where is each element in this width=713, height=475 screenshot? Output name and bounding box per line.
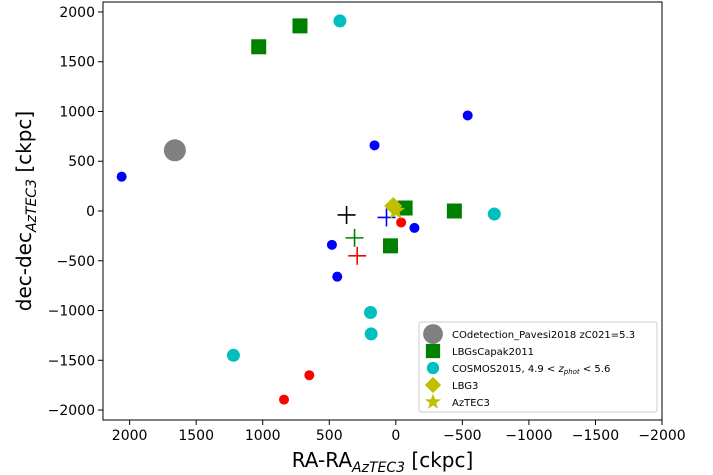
y-axis-label-unit-text: [ckpc] xyxy=(12,111,36,173)
marker-dot xyxy=(396,217,407,228)
x-tick-label: −1500 xyxy=(572,428,619,444)
marker-dot xyxy=(369,140,380,151)
marker-star xyxy=(424,393,442,409)
legend-entry-cosmos: COSMOS2015, 4.9 < zphot < 5.6 xyxy=(452,364,610,376)
marker-plus xyxy=(377,208,396,227)
legend-cosmos-z: z xyxy=(558,364,565,375)
marker-square xyxy=(292,18,308,34)
x-tick-label: 0 xyxy=(391,428,400,444)
plot-area xyxy=(116,14,501,405)
legend-cosmos-suffix: < 5.6 xyxy=(583,364,610,375)
marker-plus xyxy=(345,228,364,247)
x-axis-label-main: RA-RA xyxy=(292,448,353,472)
marker-circle xyxy=(226,348,240,362)
marker-square xyxy=(251,39,267,55)
marker-circle xyxy=(426,361,440,375)
x-tick-label: −2000 xyxy=(638,428,685,444)
marker-star xyxy=(386,201,406,220)
marker-plus xyxy=(348,246,367,265)
marker-dot xyxy=(326,239,337,250)
marker-large-circle xyxy=(163,139,186,162)
legend-cosmos-sub: phot xyxy=(563,368,580,376)
legend-entry-lbg-capak: LBGsCapak2011 xyxy=(452,347,534,358)
y-tick-label: 500 xyxy=(68,154,95,170)
marker-diamond xyxy=(424,376,442,394)
y-tick-label: 1500 xyxy=(59,55,95,71)
y-axis-label-sub: AzTEC3 xyxy=(24,179,40,233)
marker-dot xyxy=(304,370,315,381)
x-tick-label: −1000 xyxy=(505,428,552,444)
y-tick-label: 2000 xyxy=(59,5,95,21)
legend-symbols xyxy=(423,324,443,409)
x-axis-label: RA-RAAzTEC3 [ckpc] xyxy=(292,448,474,475)
marker-square xyxy=(425,343,441,359)
y-tick-label: 0 xyxy=(86,204,95,220)
y-axis-label: dec-decAzTEC3 [ckpc] xyxy=(12,111,40,311)
marker-square xyxy=(446,203,462,219)
marker-square xyxy=(382,238,398,254)
legend-box xyxy=(418,321,658,413)
legend-entry-lbg3: LBG3 xyxy=(452,381,478,392)
axis-ticks: 2000 1500 1000 500 0 −500 −1000 −1500 −2000 2000 1… xyxy=(48,5,686,444)
legend: COdetection_Pavesi2018 zC021=5.3 LBGsCap… xyxy=(418,321,658,413)
x-tick-label: 1000 xyxy=(245,428,281,444)
x-tick-label: 1500 xyxy=(178,428,214,444)
legend-entry-aztec3: AzTEC3 xyxy=(452,398,490,409)
marker-plus xyxy=(337,205,356,224)
x-axis-label-unit-text: [ckpc] xyxy=(411,448,473,472)
y-axis-label-main: dec-dec xyxy=(12,232,36,311)
marker-circle xyxy=(333,14,347,28)
marker-circle xyxy=(364,306,378,320)
marker-circle xyxy=(487,207,501,221)
y-tick-label: −1500 xyxy=(48,353,95,369)
y-tick-label: −1000 xyxy=(48,304,95,320)
marker-circle xyxy=(364,327,378,341)
legend-cosmos-prefix: COSMOS2015, 4.9 < xyxy=(452,364,555,375)
marker-dot xyxy=(279,394,290,405)
x-tick-label: 500 xyxy=(316,428,343,444)
x-tick-label: 2000 xyxy=(112,428,148,444)
x-axis-label-sub: AzTEC3 xyxy=(351,460,405,475)
y-tick-label: −2000 xyxy=(48,403,95,419)
marker-dot xyxy=(409,222,420,233)
y-tick-label: −500 xyxy=(57,254,95,270)
marker-large-circle xyxy=(423,324,443,344)
marker-dot xyxy=(116,171,127,182)
marker-dot xyxy=(462,110,473,121)
x-tick-label: −500 xyxy=(443,428,481,444)
legend-entry-co: COdetection_Pavesi2018 zC021=5.3 xyxy=(452,330,635,341)
marker-dot xyxy=(332,271,343,282)
y-tick-label: 1000 xyxy=(59,104,95,120)
